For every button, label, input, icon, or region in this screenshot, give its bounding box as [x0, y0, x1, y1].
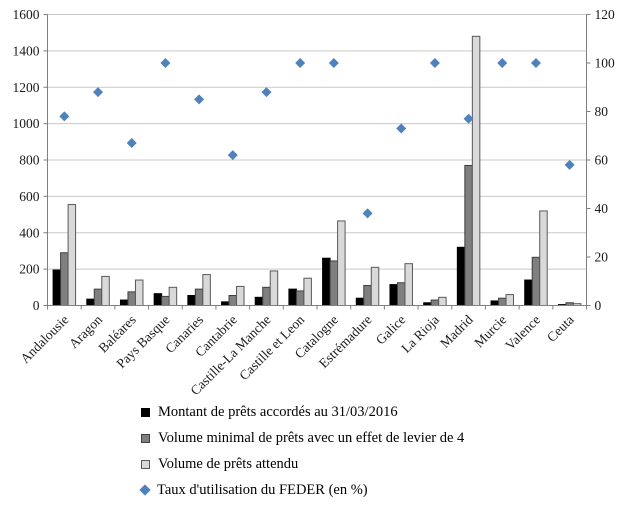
- legend-item-montant-prets: Montant de prêts accordés au 31/03/2016: [141, 403, 464, 421]
- bar-1-Andalousie: [60, 252, 69, 306]
- gray-square-marker-icon: [141, 433, 150, 443]
- bar-2-Castille et Leon: [303, 277, 312, 307]
- legend-label-taux-feder: Taux d'utilisation du FEDER (en %): [157, 482, 368, 498]
- scatter-point-Cantabrie: [227, 150, 238, 161]
- bar-2-Castille-La Manche: [269, 270, 279, 307]
- bar-2-Murcie: [505, 294, 515, 306]
- scatter-point-Galice: [396, 123, 407, 134]
- scatter-point-La Rioja: [429, 58, 440, 68]
- bar-2-Madrid: [471, 35, 481, 306]
- bar-0-Catalogne: [322, 257, 331, 306]
- bar-0-Cantabrie: [221, 301, 230, 306]
- bar-1-Estrémadure: [363, 284, 372, 306]
- bar-2-La Rioja: [438, 296, 447, 307]
- scatter-point-Pays Basque: [160, 58, 171, 68]
- bar-0-Madrid: [456, 246, 466, 307]
- bar-2-Canaries: [202, 274, 211, 306]
- black-square-marker-icon: [141, 407, 150, 417]
- legend-label-montant-prets: Montant de prêts accordés au 31/03/2016: [158, 404, 398, 420]
- chart-legend: Montant de prêts accordés au 31/03/2016 …: [139, 403, 464, 499]
- legend-item-taux-feder: Taux d'utilisation du FEDER (en %): [139, 481, 464, 499]
- left-axis-tick-label: 1200: [13, 80, 40, 95]
- chart-svg: 0 200 400 600 800 1000 1200 1400 1600 0 20 40 60 80 10…: [13, 7, 616, 398]
- bar-2-Estrémadure: [370, 266, 380, 306]
- x-axis-label-Madrid: Madrid: [437, 312, 476, 351]
- scatter-point-Madrid: [463, 113, 474, 124]
- legend-item-volume-attendu: Volume de prêts attendu: [141, 455, 464, 473]
- legend-label-volume-attendu: Volume de prêts attendu: [158, 456, 299, 472]
- bar-1-Cantabrie: [228, 295, 238, 306]
- bar-0-Valence: [524, 279, 533, 307]
- bar-0-Pays Basque: [153, 293, 163, 306]
- bar-2-Valence: [539, 210, 548, 306]
- bar-1-Madrid: [464, 164, 473, 306]
- x-axis-label-Ceuta: Ceuta: [544, 312, 577, 345]
- bar-0-Galice: [389, 284, 398, 306]
- scatter-point-Valence: [530, 58, 541, 68]
- left-axis-tick-label: 200: [19, 262, 40, 277]
- right-axis-tick-label: 40: [595, 201, 609, 216]
- right-axis-tick-label: 100: [595, 56, 616, 71]
- blue-diamond-marker-icon: [139, 484, 151, 496]
- bar-1-Murcie: [498, 297, 507, 307]
- bar-0-Castille et Leon: [288, 288, 297, 307]
- left-axis-tick-label: 400: [19, 225, 40, 240]
- bar-1-Baléares: [127, 291, 136, 306]
- bar-2-Aragon: [101, 275, 110, 306]
- right-axis-tick-label: 20: [595, 250, 609, 265]
- left-axis-tick-label: 1000: [13, 116, 40, 131]
- bar-2-Galice: [404, 263, 413, 307]
- bar-0-Andalousie: [52, 269, 62, 306]
- bar-0-Estrémadure: [355, 297, 365, 307]
- scatter-point-Baléares: [126, 138, 137, 149]
- left-axis-tick-label: 1400: [13, 43, 40, 58]
- bar-0-Aragon: [86, 298, 95, 307]
- scatter-point-Castille-La Manche: [261, 87, 272, 98]
- light-gray-square-marker-icon: [141, 459, 150, 469]
- scatter-point-Ceuta: [564, 159, 575, 170]
- left-axis-tick-label: 800: [19, 153, 40, 168]
- legend-label-volume-minimal: Volume minimal de prêts avec un effet de…: [158, 430, 465, 446]
- scatter-point-Castille et Leon: [295, 58, 306, 68]
- bar-1-Pays Basque: [161, 295, 170, 307]
- legend-item-volume-minimal: Volume minimal de prêts avec un effet de…: [141, 429, 464, 447]
- bar-1-Valence: [531, 256, 541, 306]
- bar-2-Catalogne: [337, 220, 346, 306]
- bar-0-Murcie: [490, 300, 500, 307]
- bar-1-Galice: [396, 282, 406, 306]
- bar-1-Catalogne: [329, 260, 339, 307]
- bar-2-Andalousie: [67, 204, 77, 306]
- bar-1-Castille-La Manche: [262, 286, 271, 306]
- right-axis-tick-label: 0: [595, 298, 602, 313]
- x-axis-label-La Rioja: La Rioja: [398, 312, 442, 356]
- bar-0-Canaries: [187, 295, 196, 306]
- x-axis-label-Valence: Valence: [502, 312, 543, 353]
- right-axis-tick-label: 120: [595, 7, 616, 22]
- left-axis-tick-label: 1600: [13, 7, 40, 22]
- bar-1-La Rioja: [430, 299, 440, 307]
- left-axis-tick-label: 0: [33, 298, 40, 313]
- right-axis-tick-label: 80: [595, 104, 609, 119]
- bar-0-Baléares: [119, 299, 129, 307]
- scatter-point-Estrémadure: [362, 208, 373, 219]
- scatter-point-Aragon: [93, 87, 104, 98]
- scatter-point-Andalousie: [59, 111, 70, 122]
- left-axis-tick-label: 600: [19, 189, 40, 204]
- scatter-point-Canaries: [194, 94, 205, 105]
- x-axis-label-Andalousie: Andalousie: [17, 312, 71, 366]
- right-axis-tick-label: 60: [595, 153, 609, 168]
- scatter-point-Murcie: [497, 58, 508, 68]
- bar-2-Pays Basque: [168, 286, 178, 306]
- bar-0-Castille-La Manche: [254, 296, 264, 307]
- bar-1-Aragon: [93, 288, 103, 307]
- bar-2-Cantabrie: [236, 285, 245, 306]
- bar-1-Canaries: [194, 288, 204, 307]
- bar-2-Baléares: [134, 279, 144, 307]
- scatter-point-Catalogne: [328, 58, 339, 68]
- bar-1-Castille et Leon: [295, 290, 305, 307]
